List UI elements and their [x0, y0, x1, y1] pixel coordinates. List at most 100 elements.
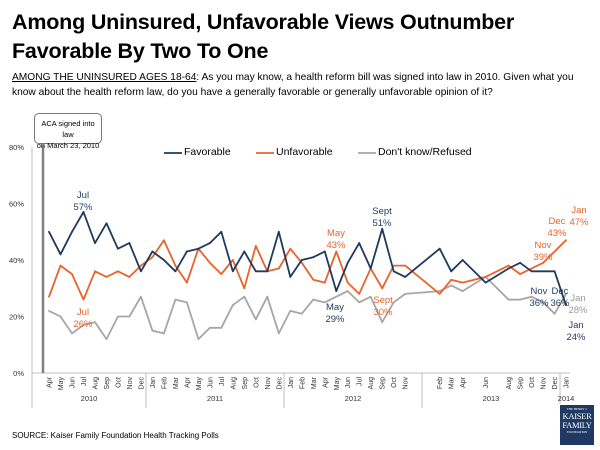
y-tick-label: 40% [9, 256, 24, 265]
x-tick-label: Feb [437, 377, 444, 389]
unfavorable-point [530, 267, 533, 270]
unfavorable-point [404, 264, 407, 267]
favorable-point [542, 270, 544, 273]
kff-logo: THE HENRY J. KAISER FAMILY FOUNDATION [560, 405, 594, 445]
x-tick-label: Jan [564, 377, 571, 388]
favorable-point [105, 222, 108, 225]
data-label-value: 43% [547, 227, 567, 239]
dont-know-point [289, 309, 292, 312]
dont-know-point [369, 295, 372, 298]
favorable-point [231, 270, 234, 273]
year-label: 2010 [81, 394, 98, 403]
unfavorable-point [151, 256, 154, 259]
unfavorable-point [312, 278, 315, 281]
data-label: May 29% [325, 302, 344, 325]
dont-know-point [243, 295, 246, 298]
favorable-point [565, 304, 567, 307]
unfavorable-point [381, 287, 384, 290]
favorable-point [346, 261, 349, 264]
favorable-point [323, 250, 326, 253]
dont-know-point [565, 293, 567, 295]
data-label-value: 47% [569, 216, 589, 228]
dont-know-point [553, 312, 556, 315]
dont-know-point [71, 332, 73, 335]
data-label-value: 39% [533, 251, 553, 263]
x-tick-label: Oct [529, 377, 536, 388]
dont-know-point [59, 315, 62, 318]
unfavorable-point [392, 264, 395, 267]
favorable-point [128, 242, 131, 244]
data-label-value: 43% [326, 239, 346, 251]
favorable-point [174, 270, 177, 273]
favorable-point [59, 253, 62, 256]
x-tick-label: Apr [322, 376, 329, 388]
y-tick-label: 80% [9, 143, 24, 152]
data-label: Jul 26% [73, 307, 92, 330]
data-label-month: Jul [76, 190, 90, 201]
data-label-value: 30% [373, 306, 393, 318]
unfavorable-point [323, 281, 326, 284]
data-label-month: May [326, 302, 344, 313]
unfavorable-point [208, 261, 211, 264]
data-label-month: Jan [570, 293, 586, 304]
x-tick-label: Dec [552, 377, 559, 390]
data-label-month: Jan [571, 205, 587, 216]
favorable-point [507, 267, 510, 270]
data-label-month: Dec [548, 216, 566, 227]
x-tick-label: Jul [81, 377, 88, 386]
favorable-point [151, 250, 154, 253]
legend-label-favorable: Favorable [184, 146, 231, 158]
dont-know-point [105, 338, 108, 340]
dont-know-point [163, 332, 165, 335]
data-label: Sept 51% [372, 206, 392, 229]
favorable-point [335, 290, 338, 292]
unfavorable-point [289, 247, 292, 250]
x-tick-label: Aug [368, 377, 375, 390]
unfavorable-point [185, 281, 188, 284]
x-tick-label: Nov [403, 377, 410, 390]
x-tick-label: Apr [460, 376, 467, 388]
favorable-point [530, 270, 533, 273]
legend-label-dont-know: Don't know/Refused [378, 146, 472, 158]
data-label-value: 36% [529, 297, 549, 309]
favorable-point [392, 270, 395, 273]
dont-know-point [392, 301, 395, 304]
favorable-point [185, 250, 188, 253]
dont-know-point [174, 298, 177, 301]
dont-know-point [151, 329, 154, 332]
x-tick-label: Jul [219, 377, 226, 386]
data-label-month: Nov [534, 240, 552, 251]
favorable-point [438, 247, 441, 250]
dont-know-point [140, 295, 142, 298]
data-label: Jan 47% [569, 205, 588, 228]
x-tick-label: Sep [242, 377, 249, 390]
unfavorable-point [553, 250, 556, 253]
data-label-value: 29% [325, 313, 345, 325]
data-label: Dec 36% [550, 286, 569, 309]
unfavorable-point [358, 293, 361, 295]
data-label: Jan 28% [568, 293, 587, 316]
dont-know-point [519, 298, 521, 301]
unfavorable-point [277, 267, 280, 270]
data-label: Sept 30% [373, 295, 393, 318]
dont-know-point [438, 290, 441, 292]
unfavorable-point [507, 264, 510, 267]
dont-know-point [197, 338, 200, 340]
unfavorable-point [243, 287, 246, 290]
favorable-point [254, 270, 257, 273]
data-label-month: Jan [568, 320, 584, 331]
x-tick-label: May [58, 377, 65, 391]
favorable-point [381, 228, 384, 230]
x-tick-label: Jun [345, 377, 352, 388]
dont-know-point [312, 298, 315, 301]
unfavorable-line [48, 239, 567, 301]
dont-know-point [208, 326, 211, 329]
favorable-point [243, 250, 246, 253]
dont-know-point [48, 309, 50, 312]
data-label-value: 36% [550, 297, 570, 309]
x-tick-label: Sep [518, 377, 525, 390]
unfavorable-point [461, 281, 464, 284]
year-label: 2014 [558, 394, 575, 403]
favorable-point [519, 261, 521, 264]
